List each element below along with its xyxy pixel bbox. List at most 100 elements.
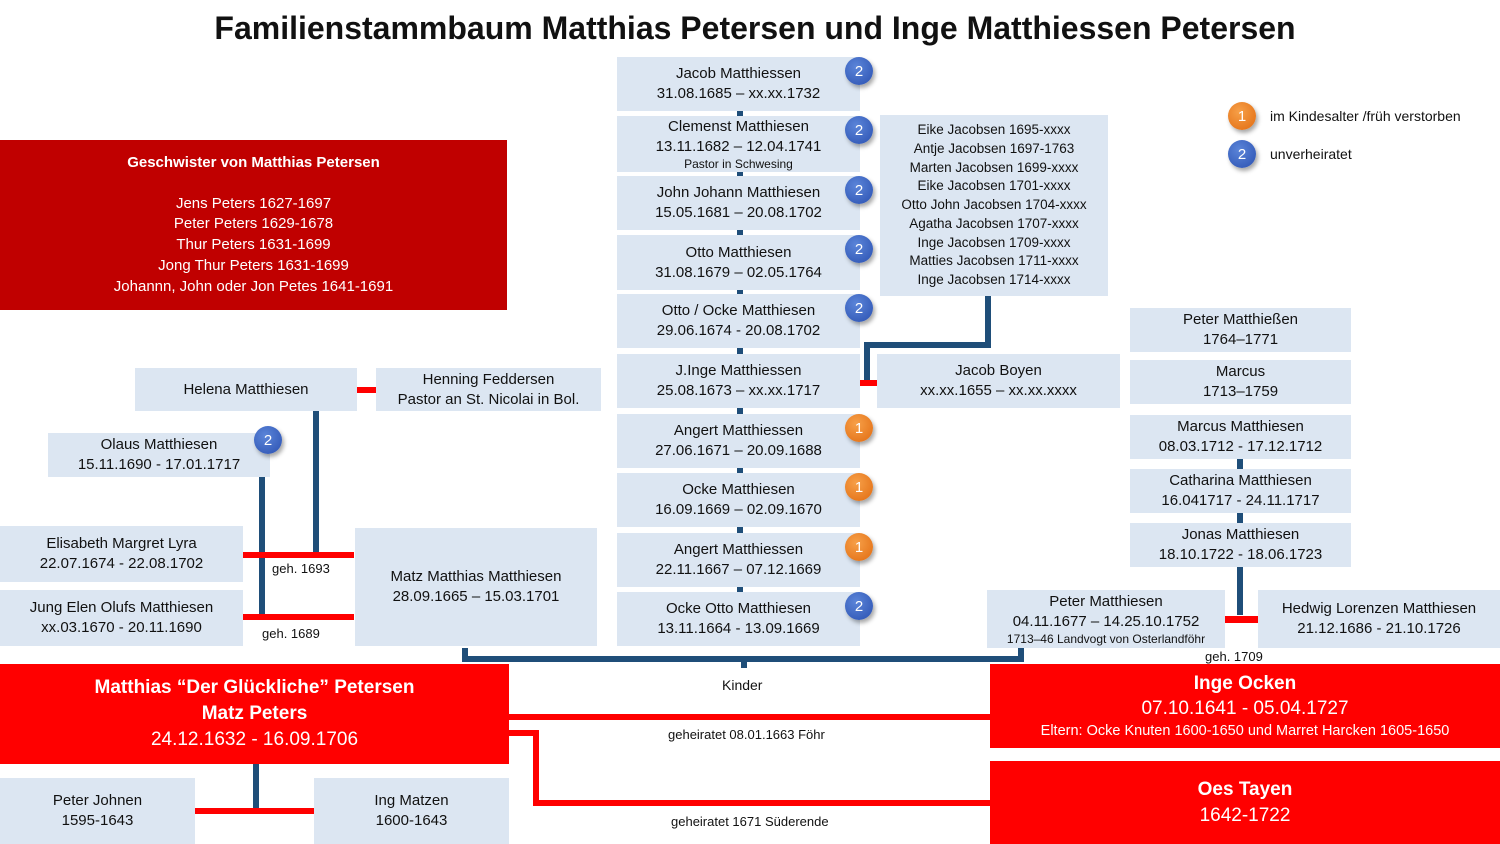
person-peter-matthiesen: Peter Matthiesen 04.11.1677 – 14.25.10.1… bbox=[987, 590, 1225, 648]
connector bbox=[985, 296, 991, 346]
connector bbox=[313, 411, 319, 555]
marriage-line bbox=[533, 800, 991, 806]
person-name: Jacob Matthiessen bbox=[675, 65, 802, 82]
marriage-label: geh. 1709 bbox=[1205, 649, 1263, 664]
person-name: Jonas Matthiesen bbox=[1181, 526, 1300, 543]
person-dates: 15.11.1690 - 17.01.1717 bbox=[77, 456, 241, 473]
person-dates: 28.09.1665 – 15.03.1701 bbox=[392, 588, 560, 605]
person-dates: 1595-1643 bbox=[61, 812, 134, 829]
person-name: Olaus Matthiesen bbox=[100, 436, 218, 453]
person-name: Helena Matthiesen bbox=[183, 380, 309, 398]
person-oes-tayen: Oes Tayen 1642-1722 bbox=[990, 761, 1500, 844]
marriage-label: geheiratet 1671 Süderende bbox=[671, 814, 829, 829]
person-name: Matthias “Der Glückliche” Petersen bbox=[94, 677, 415, 698]
person-name: Marcus Matthiesen bbox=[1177, 418, 1304, 435]
person-name: Peter Johnen bbox=[52, 792, 143, 809]
connector bbox=[1018, 648, 1024, 662]
person-matthias: Matthias “Der Glückliche” Petersen Matz … bbox=[0, 664, 509, 764]
person: Antje Jacobsen 1697-1763 bbox=[913, 140, 1075, 156]
unmarried-badge: 2 bbox=[845, 116, 873, 144]
person-dates: 31.08.1685 – xx.xx.1732 bbox=[656, 85, 821, 102]
unmarried-badge: 2 bbox=[845, 57, 873, 85]
person-hedwig: Hedwig Lorenzen Matthiesen 21.12.1686 - … bbox=[1258, 590, 1500, 648]
marriage-label: geheiratet 08.01.1663 Föhr bbox=[668, 727, 825, 742]
person-grandchild: Catharina Matthiesen 16.041717 - 24.11.17… bbox=[1130, 469, 1351, 513]
marriage-label: geh. 1693 bbox=[272, 561, 330, 576]
person-dates: 22.07.1674 - 22.08.1702 bbox=[39, 555, 204, 572]
person: Agatha Jacobsen 1707-xxxx bbox=[909, 215, 1079, 231]
person-henning: Henning Feddersen Pastor an St. Nicolai … bbox=[376, 368, 601, 411]
sibling: Johannn, John oder Jon Petes 1641-1691 bbox=[113, 277, 394, 295]
person-elisabeth: Elisabeth Margret Lyra 22.07.1674 - 22.0… bbox=[0, 526, 243, 582]
person: Inge Jacobsen 1714-xxxx bbox=[917, 272, 1071, 288]
legend-text: im Kindesalter /früh verstorben bbox=[1270, 108, 1461, 124]
legend-badge-deceased-young: 1 bbox=[1228, 102, 1256, 130]
connector bbox=[259, 477, 265, 617]
person-child: Angert Matthiessen 22.11.1667 – 07.12.166… bbox=[617, 533, 860, 587]
person-grandchild: Jonas Matthiesen 18.10.1722 - 18.06.1723 bbox=[1130, 523, 1351, 567]
deceased-young-badge: 1 bbox=[845, 414, 873, 442]
person-child: John Johann Matthiesen 15.05.1681 – 20.08… bbox=[617, 176, 860, 230]
person: Matties Jacobsen 1711-xxxx bbox=[909, 253, 1079, 269]
person-dates: 31.08.1679 – 02.05.1764 bbox=[655, 263, 822, 281]
person-note: Pastor an St. Nicolai in Bol. bbox=[397, 390, 580, 408]
person-name: Clemenst Matthiesen bbox=[668, 118, 809, 135]
person-dates: 13.11.1664 - 13.09.1669 bbox=[657, 620, 820, 637]
connector bbox=[741, 660, 747, 668]
kinder-label: Kinder bbox=[722, 677, 763, 693]
person-name: Jacob Boyen bbox=[955, 362, 1042, 379]
person-name: Otto / Ocke Matthiesen bbox=[661, 302, 816, 319]
marriage-label: geh. 1689 bbox=[262, 626, 320, 641]
unmarried-badge: 2 bbox=[845, 592, 873, 620]
person-name: Henning Feddersen bbox=[422, 370, 555, 388]
person-dates: 18.10.1722 - 18.06.1723 bbox=[1158, 546, 1323, 563]
person-child: Angert Matthiessen 27.06.1671 – 20.09.168… bbox=[617, 414, 860, 468]
person-name: Jung Elen Olufs Matthiesen bbox=[29, 599, 214, 616]
person-dates: 1642-1722 bbox=[1199, 804, 1291, 826]
person-name: Matz Matthias Matthiesen bbox=[390, 568, 562, 585]
marriage-line bbox=[1225, 616, 1258, 623]
person-dates: 04.11.1677 – 14.25.10.1752 bbox=[1012, 613, 1200, 630]
person-name: Peter Matthiesen bbox=[1049, 593, 1163, 610]
person-dates: 1600-1643 bbox=[375, 812, 448, 829]
marriage-line bbox=[243, 614, 354, 620]
unmarried-badge: 2 bbox=[845, 176, 873, 204]
person-matz: Matz Matthias Matthiesen 28.09.1665 – 15… bbox=[355, 528, 597, 646]
person-name: Angert Matthiessen bbox=[673, 422, 804, 439]
person-name: Peter Matthießen bbox=[1182, 311, 1299, 328]
person-grandchild: Peter Matthießen 1764–1771 bbox=[1130, 308, 1351, 352]
person-name: John Johann Matthiesen bbox=[656, 184, 821, 201]
person-dates: 07.10.1641 - 05.04.1727 bbox=[1141, 698, 1349, 719]
person-name: Hedwig Lorenzen Matthiesen bbox=[1281, 600, 1477, 617]
jacobsen-children-box: Eike Jacobsen 1695-xxxx Antje Jacobsen 1… bbox=[880, 115, 1108, 296]
person: Otto John Jacobsen 1704-xxxx bbox=[901, 197, 1087, 213]
person-olaus: Olaus Matthiesen 15.11.1690 - 17.01.1717 bbox=[48, 433, 270, 477]
person-dates: 15.05.1681 – 20.08.1702 bbox=[655, 204, 822, 221]
connector bbox=[462, 648, 468, 662]
marriage-line bbox=[860, 380, 877, 386]
marriage-line bbox=[357, 387, 376, 393]
person-child: Ocke Otto Matthiesen 13.11.1664 - 13.09.1… bbox=[617, 592, 860, 646]
person-dates: 21.12.1686 - 21.10.1726 bbox=[1297, 620, 1461, 637]
deceased-young-badge: 1 bbox=[845, 533, 873, 561]
person-name: Ocke Matthiesen bbox=[682, 481, 795, 498]
person-note: 1713–46 Landvogt von Osterlandföhr bbox=[1006, 632, 1206, 646]
person: Marten Jacobsen 1699-xxxx bbox=[909, 159, 1079, 175]
person-name: Inge Ocken bbox=[1193, 673, 1297, 694]
page-title: Familienstammbaum Matthias Petersen und … bbox=[214, 10, 1296, 46]
person: Inge Jacobsen 1709-xxxx bbox=[917, 234, 1071, 250]
person: Eike Jacobsen 1695-xxxx bbox=[917, 121, 1071, 137]
person-dates: 16.09.1669 – 02.09.1670 bbox=[655, 501, 822, 518]
person-grandchild: Marcus 1713–1759 bbox=[1130, 360, 1351, 404]
person-dates: xx.03.1670 - 20.11.1690 bbox=[41, 619, 202, 636]
siblings-box: Geschwister von Matthias Petersen Jens P… bbox=[0, 140, 507, 310]
person-dates: xx.xx.1655 – xx.xx.xxxx bbox=[920, 382, 1077, 399]
unmarried-badge: 2 bbox=[845, 294, 873, 322]
person-child: Jacob Matthiessen 31.08.1685 – xx.xx.1732 bbox=[617, 57, 860, 111]
person-alias: Matz Peters bbox=[201, 703, 308, 724]
person-name: Catharina Matthiesen bbox=[1169, 472, 1312, 489]
connector bbox=[864, 342, 991, 348]
person-name: Ing Matzen bbox=[374, 792, 449, 809]
sibling: Jens Peters 1627-1697 bbox=[175, 194, 332, 212]
person-child: Otto Matthiesen 31.08.1679 – 02.05.1764 bbox=[617, 235, 860, 290]
